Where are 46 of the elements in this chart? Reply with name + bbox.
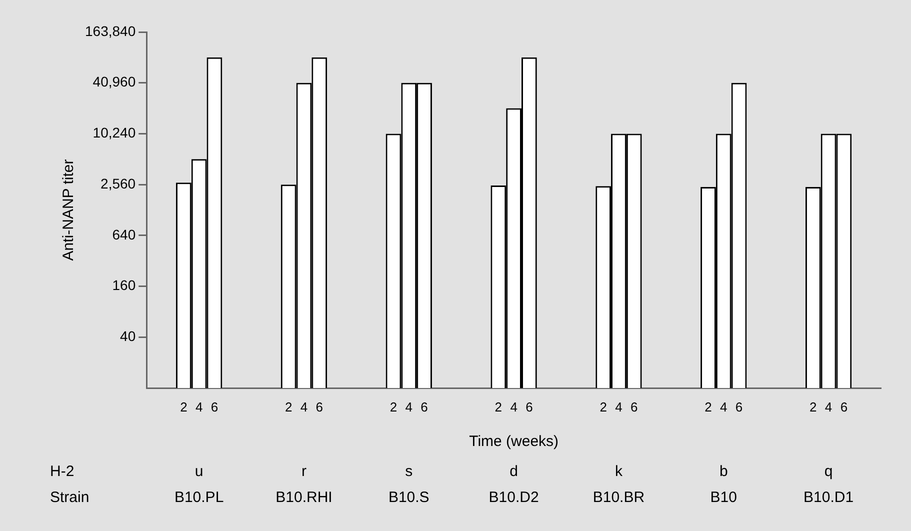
y-tick-label: 40 (120, 328, 136, 344)
text: 6 (316, 400, 323, 415)
text: 2 (494, 400, 502, 415)
text: 2 (600, 400, 607, 415)
text: 6 (840, 400, 848, 415)
x-tick-label: B10.RHI (276, 489, 332, 506)
series-label: 2 (180, 400, 188, 415)
text: b (719, 463, 728, 480)
x-axis-title: Time (weeks) (469, 433, 559, 450)
text: u (194, 463, 204, 480)
y-tick-label: 640 (112, 226, 136, 242)
text: 2 (810, 400, 817, 415)
series-label: 6 (210, 400, 218, 415)
text: d (510, 463, 518, 480)
y-tick-label: 10,240 (92, 124, 136, 141)
text: s (405, 463, 413, 480)
text: 4 (615, 400, 622, 415)
text: 2 (390, 400, 398, 415)
y-tick-label: 40,960 (92, 74, 136, 90)
text: k (614, 463, 623, 480)
text: 4 (824, 400, 832, 415)
text: H-2 (50, 463, 74, 480)
text: 4 (510, 400, 518, 415)
text: 6 (526, 400, 533, 415)
text: q (824, 463, 833, 480)
x-tick-label: B10 (710, 489, 737, 506)
text: 6 (630, 400, 638, 415)
series-label: 4 (195, 400, 203, 415)
y-axis-title: Anti-NANP titer (60, 159, 78, 261)
text: 4 (720, 400, 728, 415)
x-tick-label: B10.PL (174, 489, 224, 506)
text: 2 (284, 400, 292, 415)
y-tick-label: 163,840 (84, 22, 136, 39)
text: 6 (420, 400, 428, 415)
text: 2 (704, 400, 712, 415)
text: 4 (405, 400, 413, 415)
y-tick-label: 160 (112, 277, 136, 294)
text: Strain (50, 489, 90, 506)
x-tick-label: B10.D2 (488, 489, 539, 506)
text: 4 (300, 400, 308, 415)
x-tick-label: B10.D1 (804, 489, 854, 506)
x-tick-label: B10.S (388, 489, 430, 506)
text: 6 (735, 400, 743, 415)
x-tick-label: B10.BR (592, 489, 645, 506)
y-tick-label: 2,560 (100, 175, 136, 192)
text: r (301, 463, 306, 480)
